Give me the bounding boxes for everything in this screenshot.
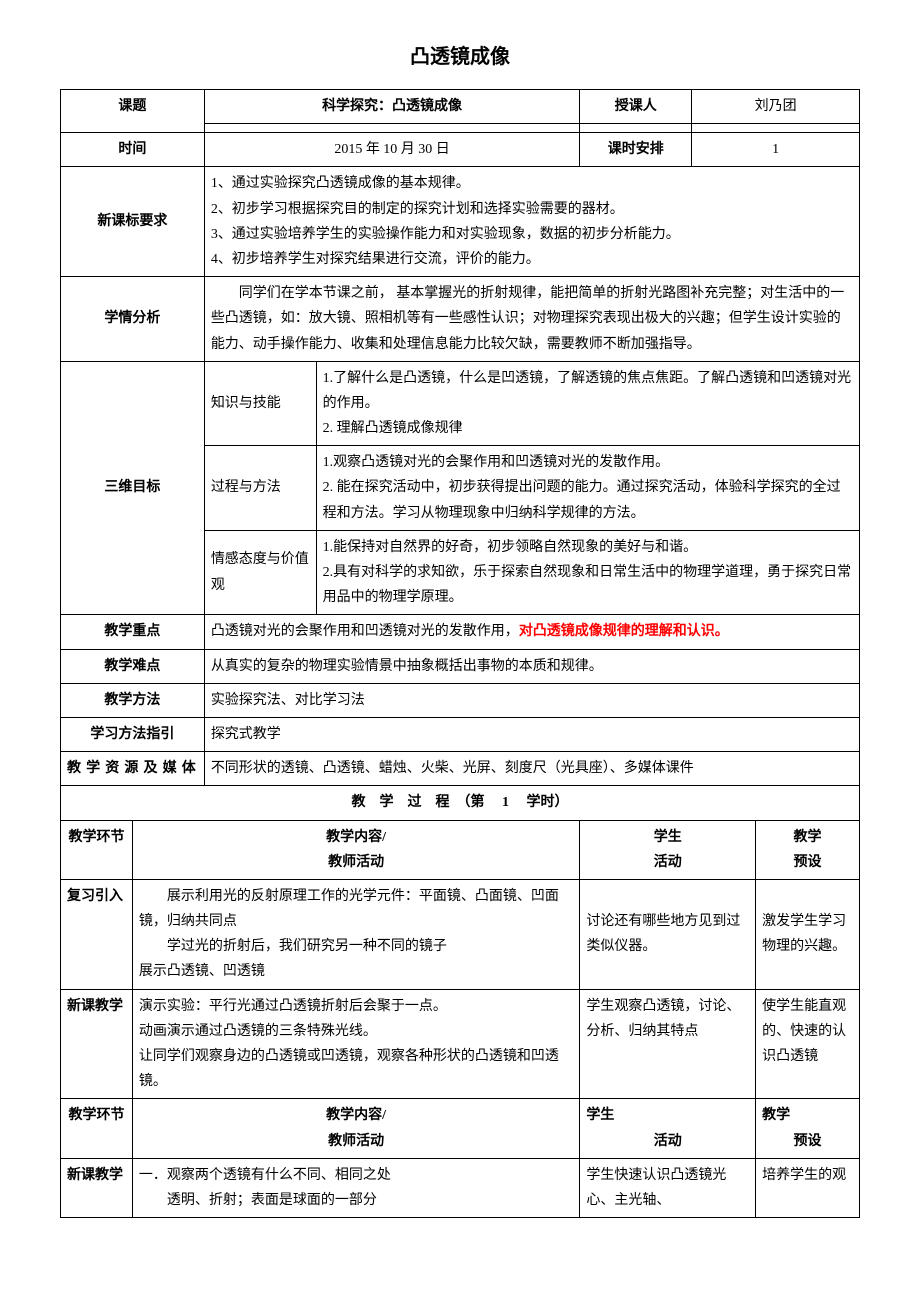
analysis-content: 同学们在学本节课之前， 基本掌握光的折射规律，能把简单的折射光路图补充完整；对生… [204, 277, 859, 362]
col-content: 教学内容/ 教师活动 [132, 1099, 579, 1158]
keypoints-red: 对凸透镜成像规律的理解和认识。 [519, 624, 729, 639]
col-student: 学生 活动 [580, 820, 756, 879]
standards-item: 1、通过实验探究凸透镜成像的基本规律。 [211, 171, 853, 196]
col-expect-1: 教学 [762, 825, 853, 850]
col-stage-text: 教学环节 [67, 825, 126, 850]
col-stage-text: 教学环节 [67, 1103, 126, 1128]
standards-item: 3、通过实验培养学生的实验操作能力和对实验现象，数据的初步分析能力。 [211, 222, 853, 247]
col-content: 教学内容/ 教师活动 [132, 820, 579, 879]
topic-blank [204, 124, 580, 133]
analysis-label: 学情分析 [61, 277, 205, 362]
difficulty-label: 教学难点 [61, 649, 205, 683]
col-student-1: 学生 [586, 825, 749, 850]
col-content-1: 教学内容/ [139, 825, 573, 850]
process-header: 教 学 过 程 （第 1 学时） [61, 786, 860, 820]
col-expect: 教学 预设 [756, 1099, 860, 1158]
proc-student: 讨论还有哪些地方见到过类似仪器。 [580, 879, 756, 989]
method-content: 实验探究法、对比学习法 [204, 683, 859, 717]
time-value: 2015 年 10 月 30 日 [204, 133, 580, 167]
resources-label: 教学资源及媒体 [61, 752, 205, 786]
col-expect-2: 预设 [762, 850, 853, 875]
col-student-1: 学生 [586, 1103, 749, 1128]
proc-expect: 使学生能直观的、快速的认识凸透镜 [756, 989, 860, 1099]
topic-value: 科学探究：凸透镜成像 [204, 90, 580, 124]
guide-content: 探究式教学 [204, 717, 859, 751]
instructor-value: 刘乃团 [692, 90, 860, 124]
goals-content: 1.了解什么是凸透镜，什么是凹透镜，了解透镜的焦点焦距。了解凸透镜和凹透镜对光的… [316, 361, 859, 446]
standards-item: 4、初步培养学生对探究结果进行交流，评价的能力。 [211, 247, 853, 272]
standards-item: 2、初步学习根据探究目的制定的探究计划和选择实验需要的器材。 [211, 197, 853, 222]
keypoints-plain: 凸透镜对光的会聚作用和凹透镜对光的发散作用， [211, 624, 519, 639]
goals-label: 三维目标 [61, 361, 205, 615]
goals-content: 1.观察凸透镜对光的会聚作用和凹透镜对光的发散作用。 2. 能在探究活动中，初步… [316, 446, 859, 531]
difficulty-content: 从真实的复杂的物理实验情景中抽象概括出事物的本质和规律。 [204, 649, 859, 683]
proc-student: 学生快速认识凸透镜光心、主光轴、 [580, 1158, 756, 1217]
keypoints-content: 凸透镜对光的会聚作用和凹透镜对光的发散作用，对凸透镜成像规律的理解和认识。 [204, 615, 859, 649]
col-student-2: 活动 [586, 850, 749, 875]
page-title: 凸透镜成像 [60, 40, 860, 69]
proc-expect: 激发学生学习物理的兴趣。 [756, 879, 860, 989]
col-content-2: 教师活动 [139, 850, 573, 875]
time-label: 时间 [61, 133, 205, 167]
col-expect: 教学 预设 [756, 820, 860, 879]
proc-content: 演示实验：平行光通过凸透镜折射后会聚于一点。 动画演示通过凸透镜的三条特殊光线。… [132, 989, 579, 1099]
col-expect-2: 预设 [762, 1129, 853, 1154]
lesson-plan-table: 课题 科学探究：凸透镜成像 授课人 刘乃团 时间 2015 年 10 月 30 … [60, 89, 860, 1218]
goals-aspect: 知识与技能 [204, 361, 316, 446]
method-label: 教学方法 [61, 683, 205, 717]
proc-expect: 培养学生的观 [756, 1158, 860, 1217]
goals-aspect: 过程与方法 [204, 446, 316, 531]
proc-stage: 新课教学 [61, 1158, 133, 1217]
periods-value: 1 [692, 133, 860, 167]
instructor-blank1 [580, 124, 692, 133]
standards-content: 1、通过实验探究凸透镜成像的基本规律。 2、初步学习根据探究目的制定的探究计划和… [204, 167, 859, 277]
periods-label: 课时安排 [580, 133, 692, 167]
resources-content: 不同形状的透镜、凸透镜、蜡烛、火柴、光屏、刻度尺（光具座）、多媒体课件 [204, 752, 859, 786]
col-content-1: 教学内容/ [139, 1103, 573, 1128]
proc-content: 展示利用光的反射原理工作的光学元件：平面镜、凸面镜、凹面镜，归纳共同点 学过光的… [132, 879, 579, 989]
instructor-blank2 [692, 124, 860, 133]
col-student-2: 活动 [586, 1129, 749, 1154]
col-expect-1: 教学 [762, 1103, 853, 1128]
col-stage: 教学环节 [61, 820, 133, 879]
topic-label: 课题 [61, 90, 205, 133]
standards-label: 新课标要求 [61, 167, 205, 277]
keypoints-label: 教学重点 [61, 615, 205, 649]
col-content-2: 教师活动 [139, 1129, 573, 1154]
instructor-label: 授课人 [580, 90, 692, 124]
proc-content: 一．观察两个透镜有什么不同、相同之处 透明、折射；表面是球面的一部分 [132, 1158, 579, 1217]
proc-student: 学生观察凸透镜，讨论、分析、归纳其特点 [580, 989, 756, 1099]
goals-content: 1.能保持对自然界的好奇，初步领略自然现象的美好与和谐。 2.具有对科学的求知欲… [316, 530, 859, 615]
col-stage: 教学环节 [61, 1099, 133, 1158]
goals-aspect: 情感态度与价值观 [204, 530, 316, 615]
col-student: 学生 活动 [580, 1099, 756, 1158]
proc-stage: 新课教学 [61, 989, 133, 1099]
proc-stage: 复习引入 [61, 879, 133, 989]
guide-label: 学习方法指引 [61, 717, 205, 751]
